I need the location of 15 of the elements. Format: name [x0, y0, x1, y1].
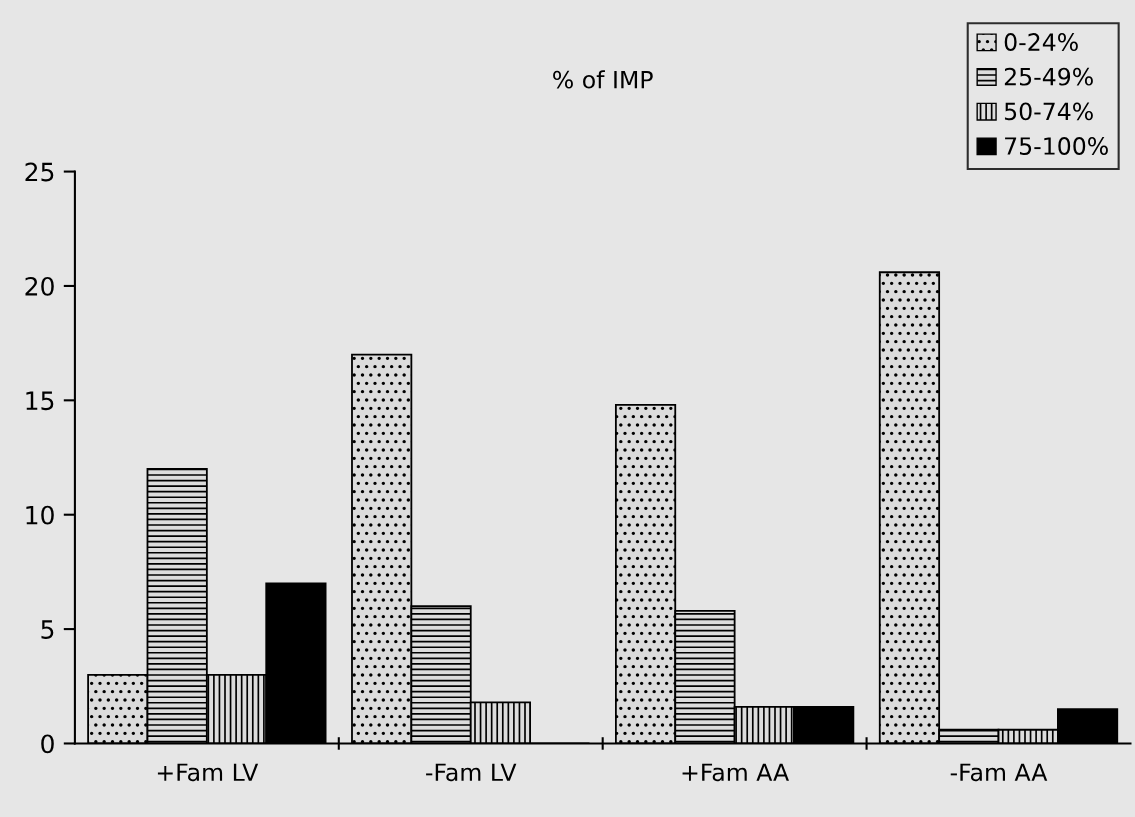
x-tick-label: -Fam AA — [950, 763, 1048, 782]
chart-title: % of IMP — [553, 70, 653, 89]
x-tick-label: -Fam LV — [426, 763, 517, 782]
x-tick-label: +Fam LV — [157, 763, 259, 782]
y-tick-label: 15 — [26, 391, 54, 411]
y-tick-label: 5 — [41, 620, 54, 639]
x-tick-label: +Fam AA — [682, 763, 789, 782]
legend-label: 0-24% — [1004, 33, 1078, 51]
legend-label: 75-100% — [1005, 137, 1108, 155]
y-tick-label: 0 — [41, 734, 54, 754]
y-tick-label: 20 — [25, 276, 54, 296]
legend-label: 25-49% — [1004, 67, 1093, 86]
y-tick-label: 25 — [25, 162, 54, 182]
y-tick-label: 10 — [26, 505, 54, 525]
legend-label: 50-74% — [1004, 102, 1093, 121]
